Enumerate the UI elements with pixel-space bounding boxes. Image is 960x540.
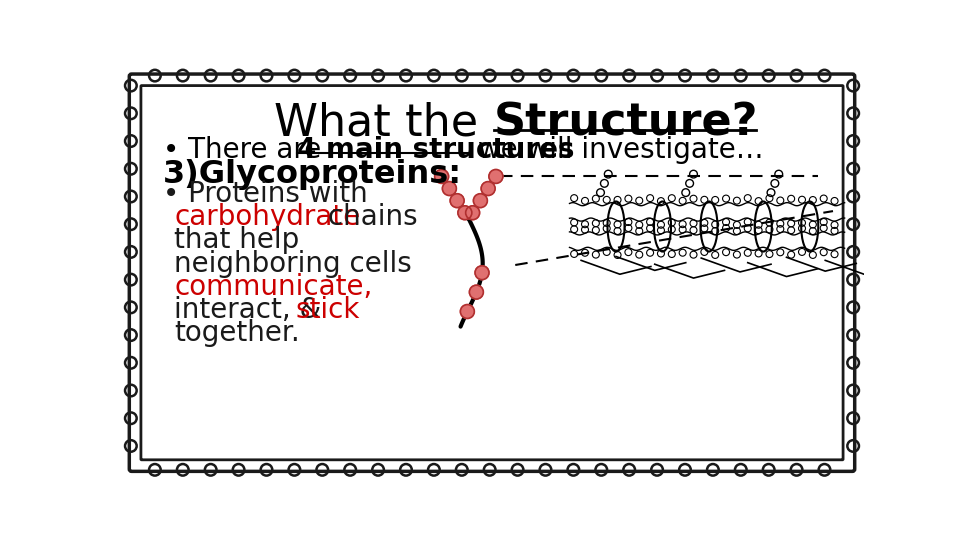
Circle shape bbox=[435, 170, 448, 184]
Text: that help: that help bbox=[175, 226, 300, 254]
Text: together.: together. bbox=[175, 319, 300, 347]
Text: Structure?: Structure? bbox=[493, 102, 758, 145]
Circle shape bbox=[481, 181, 495, 195]
Text: communicate,: communicate, bbox=[175, 273, 372, 301]
Text: 4 main structures: 4 main structures bbox=[297, 137, 574, 164]
Circle shape bbox=[461, 305, 474, 319]
Text: stick: stick bbox=[296, 296, 360, 324]
Circle shape bbox=[443, 181, 456, 195]
Text: carbohydrate: carbohydrate bbox=[175, 204, 361, 232]
FancyBboxPatch shape bbox=[130, 74, 854, 471]
Circle shape bbox=[450, 194, 464, 207]
Circle shape bbox=[469, 285, 483, 299]
Text: chains: chains bbox=[319, 204, 418, 232]
Circle shape bbox=[475, 266, 489, 280]
Text: we will investigate…: we will investigate… bbox=[468, 137, 763, 164]
Text: • There are: • There are bbox=[162, 137, 329, 164]
Text: 3)Glycoproteins:: 3)Glycoproteins: bbox=[162, 159, 462, 190]
Circle shape bbox=[458, 206, 472, 220]
Circle shape bbox=[466, 206, 480, 220]
Text: • Proteins with: • Proteins with bbox=[162, 180, 368, 208]
Circle shape bbox=[489, 170, 503, 184]
Text: What the: What the bbox=[274, 102, 492, 145]
Circle shape bbox=[473, 194, 488, 207]
Text: neighboring cells: neighboring cells bbox=[175, 249, 412, 278]
Text: interact, &: interact, & bbox=[175, 296, 330, 324]
